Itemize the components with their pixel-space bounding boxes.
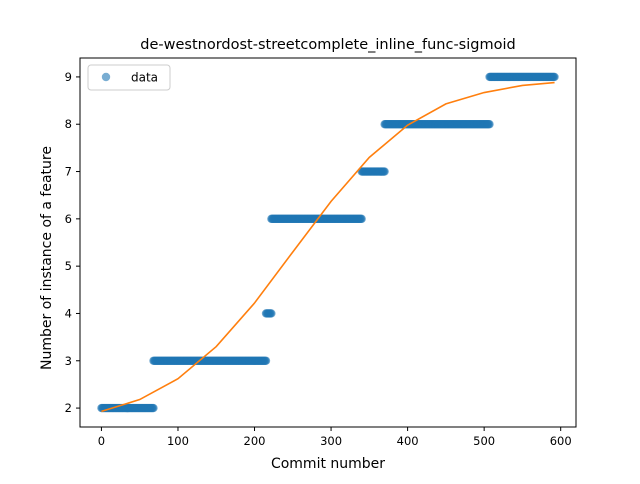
y-tick-label: 7 <box>65 165 72 179</box>
x-tick-label: 300 <box>320 434 342 448</box>
data-point <box>261 356 271 365</box>
plot-area <box>79 57 577 428</box>
x-axis: 0 100 200 300 400 500 600 <box>98 427 572 448</box>
data-point <box>550 72 559 82</box>
legend: data <box>87 64 171 91</box>
data-point <box>267 309 276 318</box>
y-tick-label: 2 <box>65 401 72 415</box>
plot-frame <box>79 57 577 428</box>
y-tick-label: 5 <box>65 259 72 273</box>
x-tick-label: 100 <box>167 434 189 448</box>
sigmoid-fit-line <box>101 81 555 413</box>
x-tick-label: 500 <box>473 434 495 448</box>
chart-title: de-westnordost-streetcomplete_inline_fun… <box>140 37 515 53</box>
data-point <box>357 214 366 224</box>
y-axis-label: Number of instance of a feature <box>39 146 55 370</box>
data-point <box>380 167 389 176</box>
x-tick-label: 400 <box>397 434 419 448</box>
legend-box <box>87 64 171 91</box>
data-point <box>149 403 158 413</box>
y-tick-label: 3 <box>65 354 72 368</box>
legend-marker-data <box>101 72 111 82</box>
data-point <box>485 120 494 129</box>
x-tick-label: 600 <box>550 434 572 448</box>
x-tick-label: 0 <box>98 434 105 448</box>
y-tick-label: 4 <box>65 306 72 320</box>
y-tick-label: 6 <box>65 212 72 226</box>
data-points <box>97 72 559 413</box>
x-tick-label: 200 <box>244 434 266 448</box>
x-axis-label: Commit number <box>271 456 385 472</box>
y-axis: 2 3 4 5 6 7 8 9 <box>65 70 80 415</box>
y-tick-label: 9 <box>65 70 72 84</box>
legend-label-data: data <box>131 71 158 85</box>
y-tick-label: 8 <box>65 117 72 131</box>
